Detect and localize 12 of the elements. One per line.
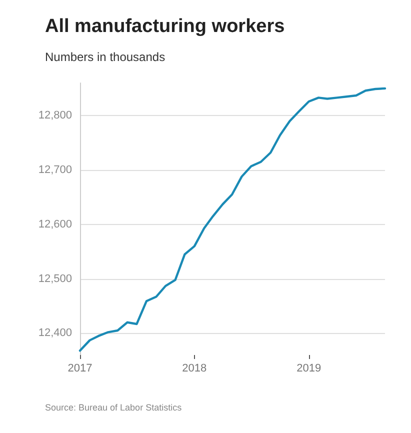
x-tick-label: 2019 bbox=[296, 362, 322, 374]
line-series bbox=[78, 87, 386, 352]
chart-subtitle: Numbers in thousands bbox=[45, 50, 166, 64]
y-tick-label: 12,500 bbox=[38, 272, 72, 285]
y-tick-label: 12,700 bbox=[38, 164, 72, 176]
y-tick-label: 12,600 bbox=[38, 218, 72, 230]
x-tick-label: 2017 bbox=[68, 362, 92, 374]
source-note: Source: Bureau of Labor Statistics bbox=[45, 402, 182, 412]
x-tick-label: 2018 bbox=[182, 362, 207, 374]
chart-title: All manufacturing workers bbox=[45, 16, 285, 37]
y-tick-label: 12,800 bbox=[38, 110, 72, 122]
y-tick-label: 12,400 bbox=[38, 327, 72, 340]
